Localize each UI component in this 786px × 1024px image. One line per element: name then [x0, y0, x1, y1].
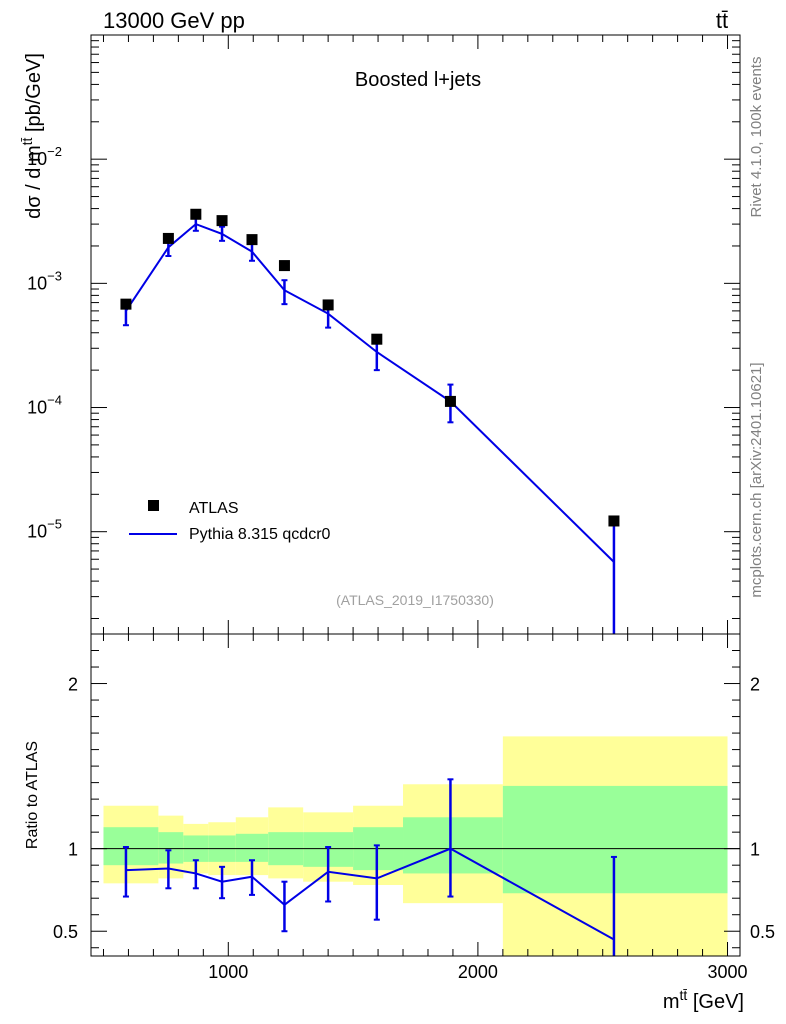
ratio-frame	[90, 633, 741, 957]
data-point	[322, 299, 334, 311]
data-point	[120, 298, 132, 310]
data-point	[371, 333, 383, 345]
mc-curve	[125, 222, 615, 563]
main-frame	[90, 34, 741, 635]
ratio-uncertainty-green	[158, 832, 184, 864]
main-y-tick-label: 10−3	[27, 268, 62, 293]
analysis-label: (ATLAS_2019_I1750330)	[336, 592, 494, 608]
rivet-version-label: Rivet 4.1.0, 100k events	[748, 57, 765, 218]
ratio-uncertainty-green	[103, 827, 159, 866]
legend-atlas-marker	[148, 500, 159, 511]
ratio-curve	[125, 847, 615, 941]
x-axis-label: mtt̄ [GeV]	[663, 987, 744, 1013]
ratio-y-tick-label-left: 2	[68, 675, 78, 695]
main-panel: 10−2 10−3 10−4 10−5 Boosted l+jets (ATLAS_2…	[19, 34, 741, 635]
main-y-tick-label: 10−5	[27, 517, 62, 542]
ratio-uncertainty-green	[403, 817, 503, 874]
legend-atlas-label: ATLAS	[189, 500, 239, 517]
data-point	[190, 208, 202, 220]
data-point	[246, 234, 258, 246]
ratio-y-tick-label-right: 1	[750, 840, 760, 860]
data-point	[162, 232, 174, 244]
data-point	[216, 215, 228, 227]
header-right-label: tt̄	[716, 8, 728, 33]
x-tick-label: 3000	[707, 962, 747, 982]
main-y-axis-label: dσ / d mtt̄ [pb/GeV]	[19, 53, 45, 219]
ratio-uncertainty-green	[235, 833, 269, 862]
data-point	[608, 515, 620, 527]
legend: ATLAS Pythia 8.315 qcdcr0	[129, 500, 331, 543]
data-point	[278, 260, 290, 272]
data-point	[444, 395, 456, 407]
main-y-tick-label: 10−2	[27, 144, 62, 169]
ratio-y-tick-label-right: 2	[750, 675, 760, 695]
header-left-label: 13000 GeV pp	[103, 8, 245, 33]
x-tick-label: 2000	[458, 962, 498, 982]
ratio-y-axis-label: Ratio to ATLAS	[24, 741, 41, 849]
legend-mc-label: Pythia 8.315 qcdcr0	[189, 526, 331, 543]
x-tick-label: 1000	[208, 962, 248, 982]
ratio-y-tick-label-left: 1	[68, 840, 78, 860]
main-y-tick-label: 10−4	[27, 393, 62, 418]
ratio-y-tick-label-left: 0.5	[53, 922, 78, 942]
source-label: mcplots.cern.ch [arXiv:2401.10621]	[748, 362, 765, 597]
ratio-y-tick-label-right: 0.5	[750, 922, 775, 942]
main-title: Boosted l+jets	[355, 69, 481, 91]
